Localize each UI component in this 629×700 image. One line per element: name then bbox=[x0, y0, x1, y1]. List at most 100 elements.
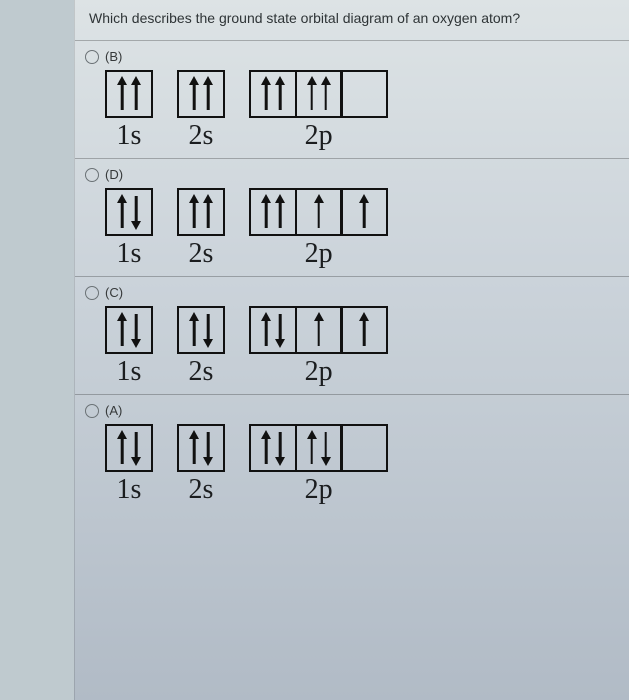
arrow-up-icon bbox=[189, 430, 199, 466]
orbital-label: 1s bbox=[117, 120, 142, 152]
arrow-up-icon bbox=[359, 194, 369, 230]
option-header: (C) bbox=[85, 285, 629, 300]
arrow-down-icon bbox=[203, 312, 213, 348]
option-header: (D) bbox=[85, 167, 629, 182]
orbital-label: 2p bbox=[305, 356, 333, 388]
option-C[interactable]: (C) 1s2s2p bbox=[75, 277, 629, 395]
orbital-boxes bbox=[105, 306, 153, 354]
arrow-up-icon bbox=[261, 312, 271, 348]
radio-icon[interactable] bbox=[85, 168, 99, 182]
orbital-box bbox=[249, 306, 297, 354]
page-root: Which describes the ground state orbital… bbox=[0, 0, 629, 700]
orbital-label: 1s bbox=[117, 474, 142, 506]
orbital-boxes bbox=[177, 424, 225, 472]
arrow-up-icon bbox=[203, 194, 213, 230]
orbital-boxes bbox=[177, 306, 225, 354]
orbital-diagram: 1s2s2p bbox=[81, 302, 629, 390]
arrow-up-icon bbox=[203, 76, 213, 112]
orbital-box bbox=[340, 306, 388, 354]
orbital-box bbox=[177, 424, 225, 472]
option-label: (C) bbox=[105, 285, 123, 300]
arrow-up-icon bbox=[314, 194, 324, 230]
orbital-group: 1s bbox=[105, 306, 153, 388]
orbital-boxes bbox=[105, 424, 153, 472]
orbital-box bbox=[249, 424, 297, 472]
orbital-boxes bbox=[177, 188, 225, 236]
orbital-box bbox=[340, 70, 388, 118]
orbital-boxes bbox=[249, 70, 388, 118]
option-label: (D) bbox=[105, 167, 123, 182]
arrow-down-icon bbox=[131, 430, 141, 466]
arrow-up-icon bbox=[117, 430, 127, 466]
orbital-group: 2s bbox=[177, 188, 225, 270]
orbital-box bbox=[177, 70, 225, 118]
option-B[interactable]: (B) 1s 2s 2p bbox=[75, 41, 629, 159]
orbital-group: 2p bbox=[249, 70, 388, 152]
arrow-up-icon bbox=[307, 430, 317, 466]
orbital-diagram: 1s 2s 2p bbox=[81, 420, 629, 508]
arrow-up-icon bbox=[117, 312, 127, 348]
arrow-up-icon bbox=[261, 194, 271, 230]
orbital-group: 1s bbox=[105, 424, 153, 506]
arrow-up-icon bbox=[131, 76, 141, 112]
question-panel: Which describes the ground state orbital… bbox=[74, 0, 629, 700]
orbital-box bbox=[340, 424, 388, 472]
arrow-down-icon bbox=[131, 312, 141, 348]
arrow-down-icon bbox=[131, 194, 141, 230]
orbital-boxes bbox=[177, 70, 225, 118]
arrow-up-icon bbox=[189, 76, 199, 112]
option-header: (B) bbox=[85, 49, 629, 64]
orbital-box bbox=[177, 188, 225, 236]
orbital-group: 2s bbox=[177, 70, 225, 152]
arrow-up-icon bbox=[359, 312, 369, 348]
orbital-box bbox=[295, 306, 343, 354]
orbital-boxes bbox=[249, 306, 388, 354]
arrow-up-icon bbox=[189, 194, 199, 230]
arrow-up-icon bbox=[275, 76, 285, 112]
orbital-boxes bbox=[249, 424, 388, 472]
question-text: Which describes the ground state orbital… bbox=[75, 0, 629, 41]
radio-icon[interactable] bbox=[85, 50, 99, 64]
orbital-box bbox=[105, 70, 153, 118]
options-list: (B)1s2s2p(D)1s2s2p(C)1s2s2p(A)1s2s2p bbox=[75, 41, 629, 512]
orbital-box bbox=[249, 70, 297, 118]
orbital-box bbox=[177, 306, 225, 354]
orbital-group: 1s bbox=[105, 188, 153, 270]
orbital-box bbox=[295, 188, 343, 236]
radio-icon[interactable] bbox=[85, 404, 99, 418]
orbital-label: 2s bbox=[189, 238, 214, 270]
orbital-group: 2p bbox=[249, 424, 388, 506]
option-header: (A) bbox=[85, 403, 629, 418]
arrow-up-icon bbox=[275, 194, 285, 230]
arrow-down-icon bbox=[203, 430, 213, 466]
orbital-box bbox=[340, 188, 388, 236]
orbital-group: 2p bbox=[249, 188, 388, 270]
arrow-down-icon bbox=[321, 430, 331, 466]
arrow-up-icon bbox=[321, 76, 331, 112]
orbital-boxes bbox=[105, 70, 153, 118]
orbital-group: 2s bbox=[177, 424, 225, 506]
orbital-boxes bbox=[105, 188, 153, 236]
option-label: (B) bbox=[105, 49, 122, 64]
arrow-up-icon bbox=[189, 312, 199, 348]
orbital-diagram: 1s 2s 2p bbox=[81, 184, 629, 272]
orbital-label: 1s bbox=[117, 356, 142, 388]
arrow-down-icon bbox=[275, 430, 285, 466]
orbital-boxes bbox=[249, 188, 388, 236]
orbital-box bbox=[249, 188, 297, 236]
option-label: (A) bbox=[105, 403, 122, 418]
orbital-box bbox=[105, 306, 153, 354]
orbital-group: 2p bbox=[249, 306, 388, 388]
arrow-up-icon bbox=[117, 76, 127, 112]
option-D[interactable]: (D) 1s 2s 2p bbox=[75, 159, 629, 277]
orbital-box bbox=[105, 188, 153, 236]
arrow-up-icon bbox=[307, 76, 317, 112]
orbital-label: 2s bbox=[189, 474, 214, 506]
arrow-up-icon bbox=[261, 430, 271, 466]
option-A[interactable]: (A) 1s 2s 2p bbox=[75, 395, 629, 512]
orbital-box bbox=[295, 424, 343, 472]
radio-icon[interactable] bbox=[85, 286, 99, 300]
left-gutter bbox=[0, 0, 74, 700]
orbital-box bbox=[295, 70, 343, 118]
arrow-up-icon bbox=[314, 312, 324, 348]
